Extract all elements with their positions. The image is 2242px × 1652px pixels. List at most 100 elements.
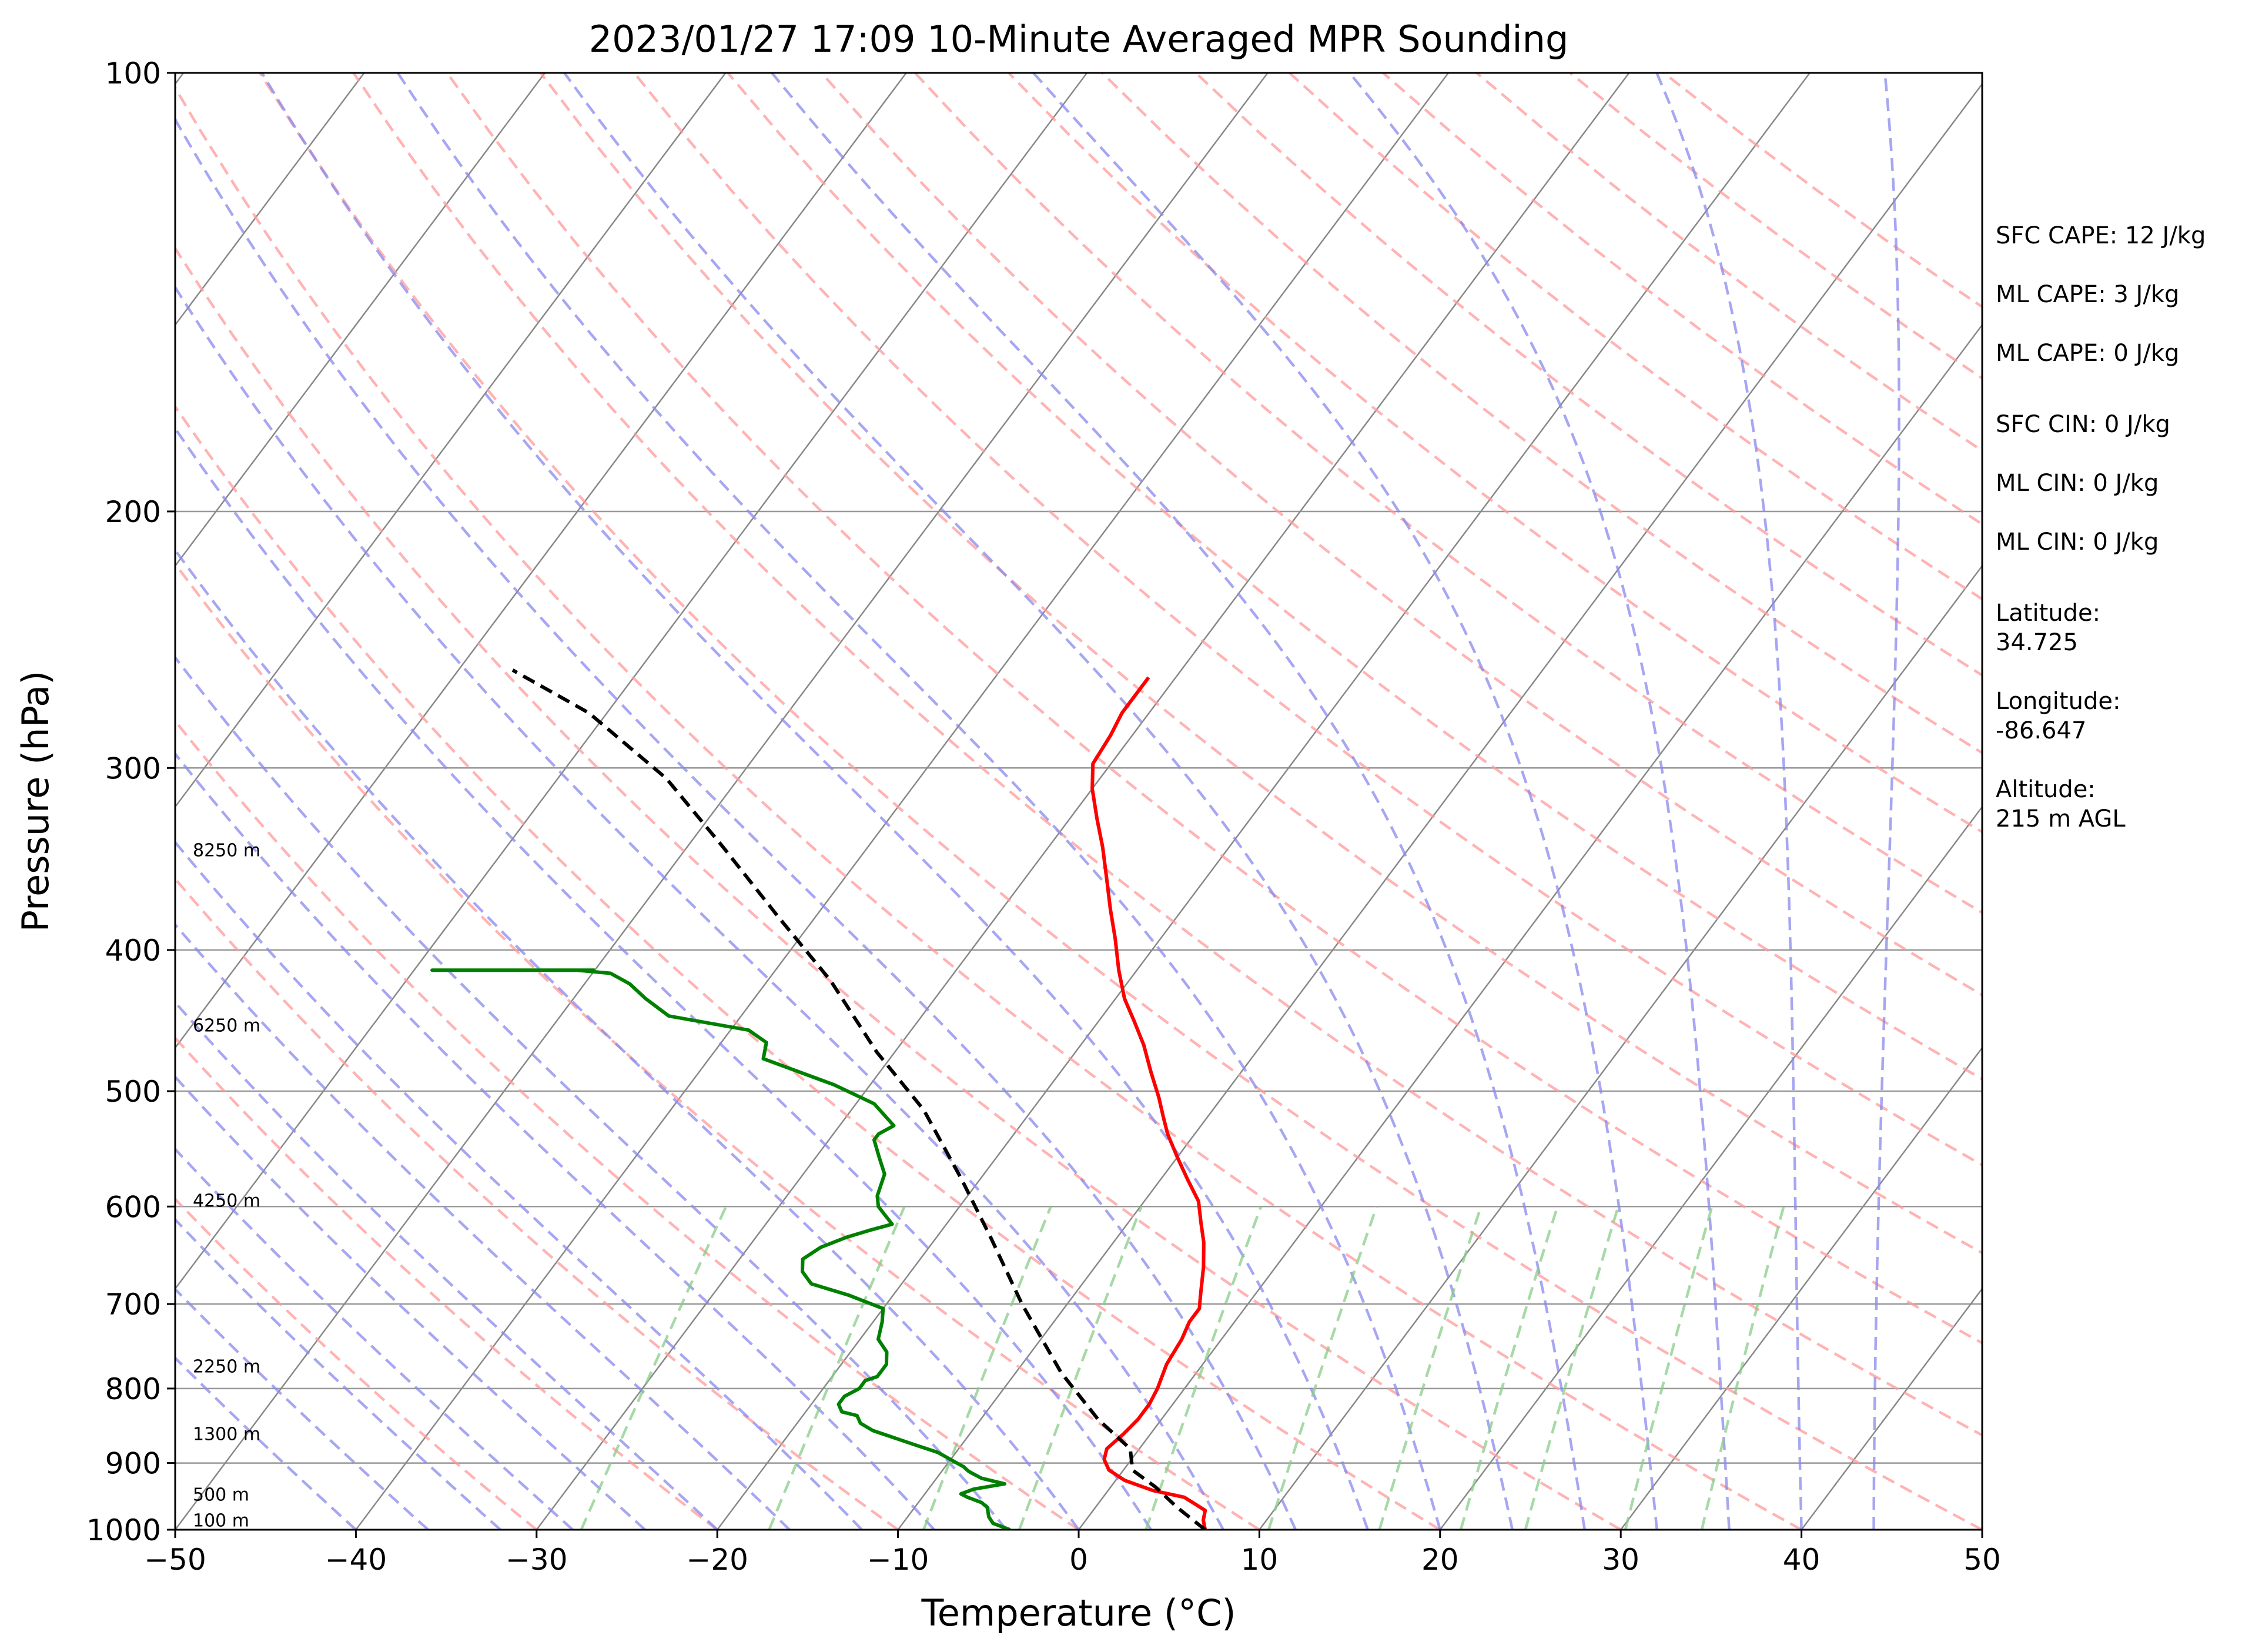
height-labels: 100 m 500 m 1300 m 2250 m 4250 m 6250 m 8250 m <box>193 841 260 1531</box>
dry-adiabat-line <box>175 246 1622 1530</box>
stat-sfc-cin: SFC CIN: 0 J/kg <box>1996 411 2170 438</box>
mixing-ratio-line <box>1145 1206 1263 1530</box>
moist-adiabat-line <box>175 922 791 1530</box>
temperature-profile-line <box>1090 676 1207 1530</box>
moist-adiabat-line <box>175 1287 429 1530</box>
height-label: 6250 m <box>193 1016 260 1036</box>
y-axis-title: Pressure (hPa) <box>14 671 57 932</box>
moist-adiabat-line <box>1872 73 1900 1530</box>
height-label: 1300 m <box>193 1424 260 1445</box>
profile-lines <box>430 668 1207 1530</box>
y-tick-label: 700 <box>105 1288 161 1322</box>
isotherm-line <box>1439 805 1982 1530</box>
dry-adiabat-line <box>914 73 1982 915</box>
dry-adiabat-line <box>1008 73 1982 834</box>
x-tick-label: 50 <box>1963 1543 2001 1577</box>
x-tick-label: −40 <box>325 1543 387 1577</box>
longitude-value: -86.647 <box>1996 717 2086 744</box>
x-axis: −50 −40 −30 −20 −10 0 10 20 30 40 50 <box>144 1530 2001 1577</box>
chart-title: 2023/01/27 17:09 10-Minute Averaged MPR … <box>589 18 1569 61</box>
isotherm-line <box>175 73 546 567</box>
mixing-ratio-line <box>1378 1206 1483 1530</box>
y-tick-label: 300 <box>105 751 161 785</box>
x-tick-label: −30 <box>506 1543 568 1577</box>
mixing-ratio-line <box>1700 1206 1785 1530</box>
x-tick-label: 0 <box>1069 1543 1088 1577</box>
dry-adiabat-line <box>175 718 1080 1530</box>
longitude-label: Longitude: <box>1996 688 2120 715</box>
x-tick-label: −50 <box>144 1543 206 1577</box>
latitude-value: 34.725 <box>1996 629 2078 656</box>
stat-ml-cape: ML CAPE: 3 J/kg <box>1996 281 2179 308</box>
y-tick-label: 900 <box>105 1447 161 1481</box>
x-tick-label: 20 <box>1421 1543 1459 1577</box>
isotherm-line <box>897 82 1982 1530</box>
stats-panel: SFC CAPE: 12 J/kg ML CAPE: 3 J/kg ML CAP… <box>1996 222 2206 832</box>
height-label: 100 m <box>193 1511 249 1531</box>
x-tick-label: 30 <box>1602 1543 1639 1577</box>
moist-adiabat-line <box>175 840 863 1530</box>
isotherm-line <box>175 73 727 808</box>
dry-adiabat-line <box>1194 73 1982 677</box>
moist-adiabat-line <box>175 116 1297 1530</box>
y-tick-label: 100 <box>105 56 161 91</box>
y-tick-label: 500 <box>105 1075 161 1109</box>
background-lines <box>175 73 1982 1530</box>
stat-ml-cape-2: ML CAPE: 0 J/kg <box>1996 340 2179 367</box>
y-tick-label: 1000 <box>86 1513 161 1547</box>
y-tick-label: 200 <box>105 495 161 529</box>
moist-adiabat-line <box>1032 73 1658 1530</box>
moist-adiabat-line <box>396 73 1441 1530</box>
y-tick-label: 600 <box>105 1190 161 1224</box>
dry-adiabat-line <box>540 73 1982 1255</box>
dry-adiabat-line <box>175 85 1802 1530</box>
mixing-ratio-line <box>922 1206 1052 1530</box>
mixing-ratio-line <box>1524 1206 1619 1530</box>
moist-adiabat-line <box>1348 73 1731 1530</box>
isotherm-line <box>717 73 1811 1530</box>
isotherm-line <box>175 73 1088 1290</box>
dry-adiabat-line <box>1101 73 1982 755</box>
mixing-ratio-line <box>1267 1206 1378 1530</box>
moist-adiabat-line <box>175 751 935 1530</box>
moist-adiabat-line <box>175 1356 357 1530</box>
dry-adiabat-line <box>175 1036 718 1530</box>
mixing-ratio-line <box>768 1206 906 1530</box>
mixing-ratio-line <box>1624 1206 1714 1530</box>
height-label: 4250 m <box>193 1190 260 1211</box>
isotherm-line <box>1259 564 1982 1530</box>
dewpoint-profile-line <box>430 968 1011 1530</box>
height-label: 2250 m <box>193 1357 260 1377</box>
x-tick-label: 40 <box>1783 1543 1821 1577</box>
moist-adiabat-line <box>771 73 1586 1530</box>
moist-adiabat-line <box>1655 73 1803 1530</box>
moist-adiabat-line <box>563 73 1514 1530</box>
moist-adiabat-line <box>175 655 1008 1530</box>
dry-adiabat-line <box>175 404 1441 1530</box>
isotherm-line <box>355 73 1449 1530</box>
moist-adiabat-line <box>175 426 1152 1530</box>
moist-adiabat-line <box>175 285 1224 1530</box>
isotherm-line <box>175 73 365 326</box>
stat-sfc-cape: SFC CAPE: 12 J/kg <box>1996 222 2206 249</box>
moist-adiabat-line <box>175 1147 574 1530</box>
altitude-value: 215 m AGL <box>1996 805 2126 832</box>
y-axis: 100 200 300 400 500 600 700 800 900 1000 <box>86 56 175 1547</box>
x-tick-label: 10 <box>1241 1543 1279 1577</box>
x-tick-label: −20 <box>686 1543 748 1577</box>
isotherm-line <box>175 73 907 1049</box>
latitude-label: Latitude: <box>1996 600 2100 627</box>
isotherm-line <box>175 73 1269 1530</box>
height-label: 500 m <box>193 1484 249 1505</box>
dry-adiabat-line <box>446 73 1982 1345</box>
x-tick-label: −10 <box>867 1543 929 1577</box>
dry-adiabat-line <box>352 73 1982 1437</box>
mixing-ratio-line <box>580 1206 728 1530</box>
isotherm-line <box>536 73 1630 1530</box>
mixing-ratio-line <box>1018 1206 1143 1530</box>
y-tick-label: 800 <box>105 1372 161 1406</box>
mixing-ratio-line <box>1459 1206 1559 1530</box>
x-axis-title: Temperature (°C) <box>921 1591 1236 1634</box>
